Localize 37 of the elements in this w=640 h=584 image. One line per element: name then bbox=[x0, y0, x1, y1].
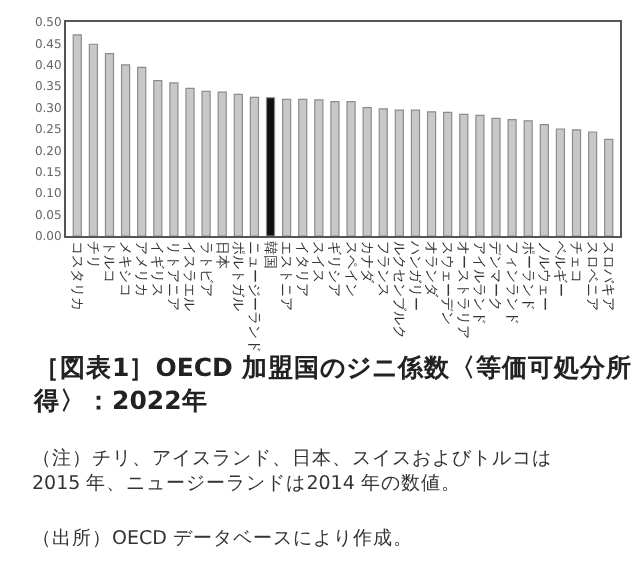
bar bbox=[362, 107, 372, 236]
bar bbox=[88, 43, 98, 236]
bar bbox=[330, 101, 340, 236]
bar bbox=[265, 97, 276, 236]
bar bbox=[491, 117, 501, 236]
bar bbox=[201, 90, 211, 236]
bar bbox=[604, 138, 614, 236]
bar bbox=[153, 80, 163, 236]
bar bbox=[233, 93, 243, 236]
bar bbox=[443, 111, 453, 236]
bar bbox=[475, 114, 485, 236]
bar bbox=[217, 91, 227, 236]
bar bbox=[120, 64, 131, 236]
bar bbox=[555, 128, 566, 236]
bar bbox=[507, 118, 517, 236]
bar bbox=[298, 98, 308, 236]
bar bbox=[249, 96, 260, 236]
bar bbox=[523, 120, 533, 236]
text: （出所）OECD データベースにより作成。 bbox=[32, 526, 413, 550]
bar bbox=[346, 101, 356, 236]
bar bbox=[410, 109, 421, 236]
bar bbox=[571, 129, 582, 236]
bar bbox=[185, 87, 195, 236]
text: ［図表1］OECD 加盟国のジニ係数〈等価可処分所得〉：2022年 bbox=[32, 352, 632, 415]
bar bbox=[104, 53, 115, 236]
bar bbox=[72, 34, 82, 236]
bar bbox=[426, 111, 437, 236]
bar bbox=[394, 109, 404, 236]
bar bbox=[137, 66, 147, 236]
bar bbox=[539, 124, 549, 236]
bar bbox=[459, 113, 469, 236]
bar bbox=[169, 82, 179, 236]
bar bbox=[314, 99, 324, 236]
bar bbox=[378, 108, 388, 236]
bar bbox=[588, 131, 598, 236]
bar bbox=[282, 98, 292, 236]
text: （注）チリ、アイスランド、日本、スイスおよびトルコは2015 年、ニュージーランドは2014 年の数値。 bbox=[32, 446, 552, 495]
